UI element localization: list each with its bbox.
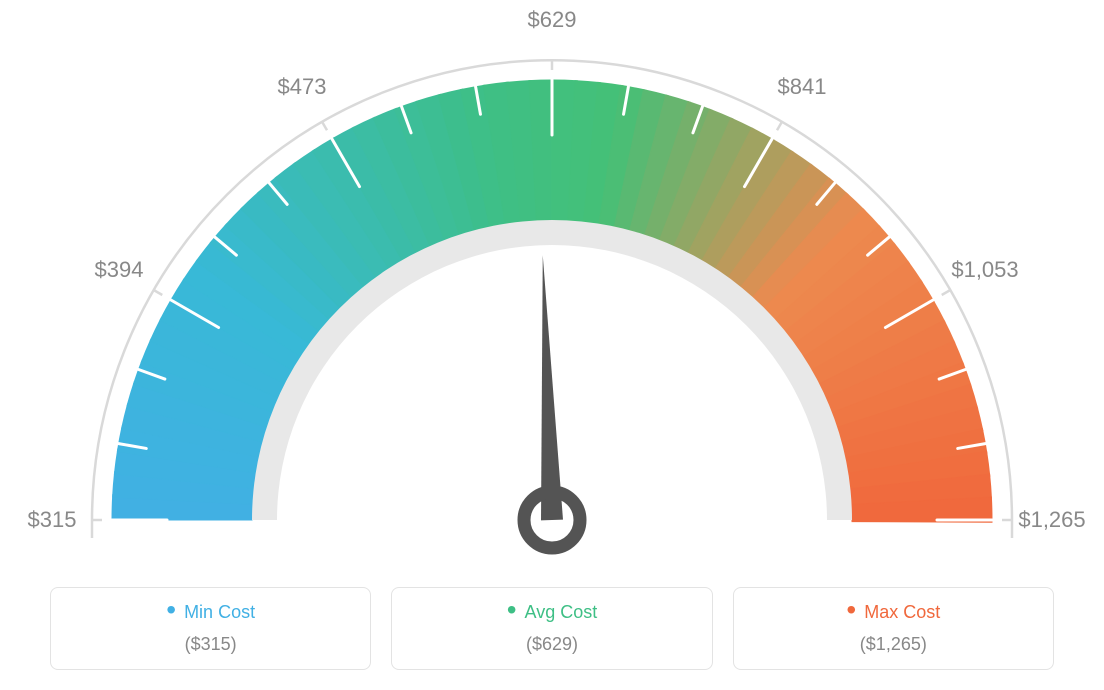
- legend-min-label: Min Cost: [166, 602, 255, 623]
- legend-row: Min Cost ($315) Avg Cost ($629) Max Cost…: [0, 587, 1104, 671]
- gauge-tick-label: $841: [778, 74, 827, 100]
- gauge-tick-label: $315: [28, 507, 77, 533]
- gauge-tick-label: $473: [278, 74, 327, 100]
- legend-max-label: Max Cost: [846, 602, 940, 623]
- legend-max-cost: Max Cost ($1,265): [733, 587, 1054, 671]
- legend-min-value: ($315): [61, 634, 360, 655]
- cost-gauge-container: $315 $394 $473 $629 $841 $1,053 $1,265 Min Cos…: [0, 0, 1104, 690]
- legend-max-value: ($1,265): [744, 634, 1043, 655]
- gauge-tick-label: $629: [528, 7, 577, 33]
- gauge-area: $315 $394 $473 $629 $841 $1,053 $1,265: [0, 0, 1104, 570]
- legend-avg-value: ($629): [402, 634, 701, 655]
- legend-min-cost: Min Cost ($315): [50, 587, 371, 671]
- gauge-tick-label: $1,265: [1018, 507, 1085, 533]
- legend-avg-label: Avg Cost: [507, 602, 598, 623]
- gauge-tick-label: $1,053: [951, 257, 1018, 283]
- gauge-tick-label: $394: [95, 257, 144, 283]
- gauge-svg: [0, 0, 1104, 570]
- legend-avg-cost: Avg Cost ($629): [391, 587, 712, 671]
